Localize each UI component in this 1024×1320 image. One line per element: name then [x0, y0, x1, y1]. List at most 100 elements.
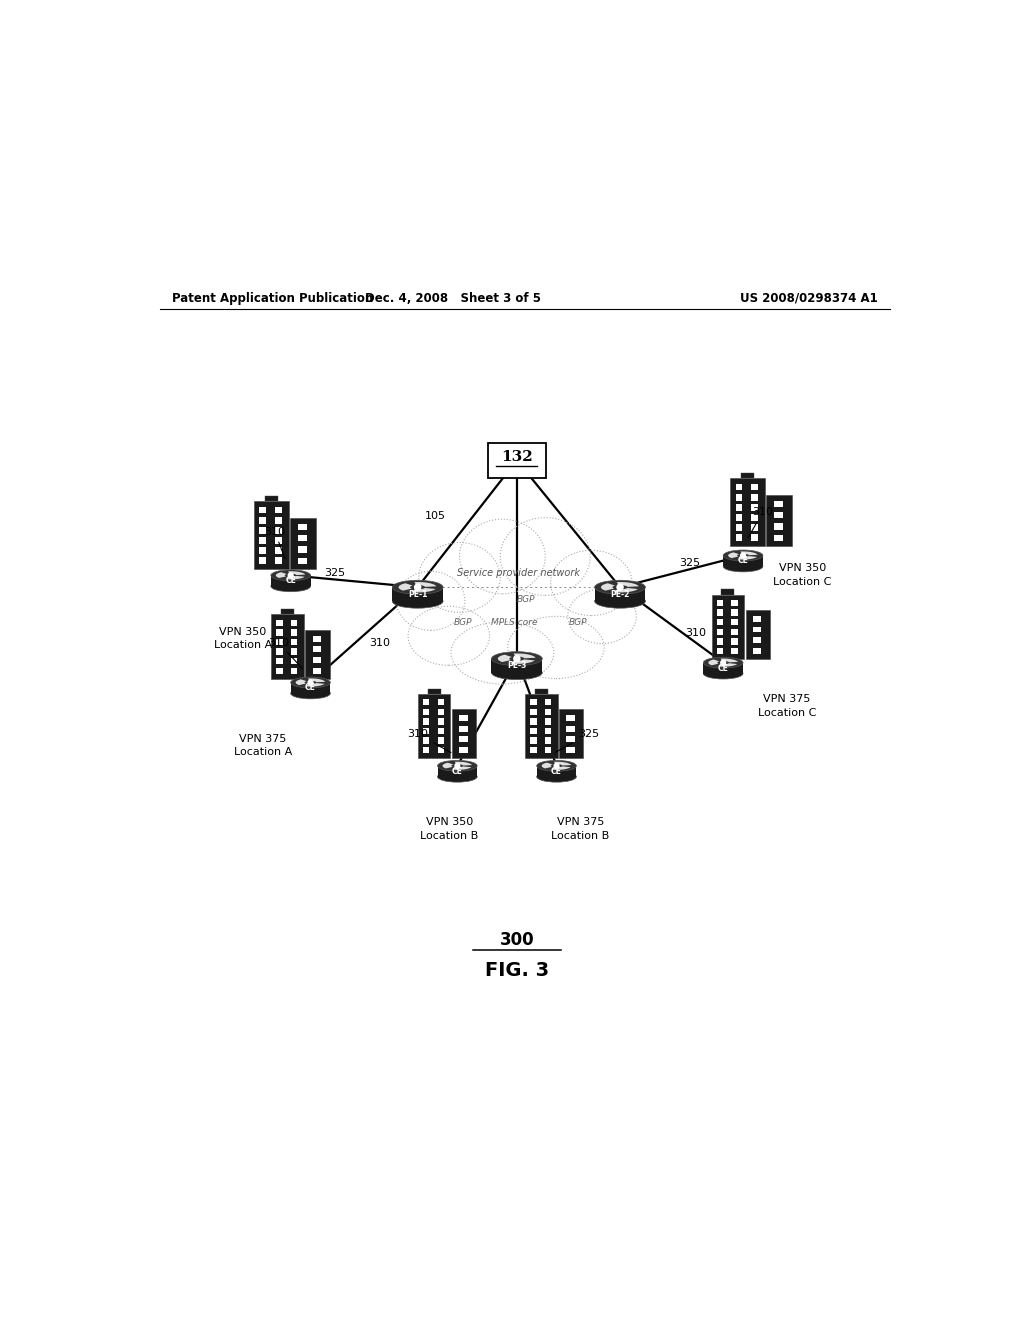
Bar — [717, 619, 723, 626]
Bar — [530, 738, 537, 743]
Bar — [530, 747, 537, 754]
Bar — [753, 627, 762, 632]
Bar — [535, 689, 548, 694]
Bar — [270, 576, 310, 586]
Bar — [492, 659, 543, 673]
Bar — [274, 548, 282, 554]
Bar — [717, 599, 723, 606]
Bar — [259, 507, 266, 513]
Bar — [291, 619, 297, 626]
Bar — [423, 738, 429, 743]
Bar — [276, 639, 283, 645]
Bar — [274, 516, 282, 524]
Bar — [525, 694, 558, 758]
Polygon shape — [296, 680, 307, 685]
Text: 310: 310 — [685, 628, 706, 638]
Text: VPN 375
Location A: VPN 375 Location A — [233, 734, 292, 758]
Text: CE: CE — [551, 767, 562, 776]
Bar — [530, 698, 537, 705]
Bar — [259, 537, 266, 544]
Bar — [545, 718, 551, 725]
Bar — [305, 630, 330, 678]
Ellipse shape — [451, 622, 554, 684]
Bar — [751, 483, 758, 490]
Bar — [259, 548, 266, 554]
Text: CE: CE — [286, 577, 296, 585]
Bar — [530, 727, 537, 734]
Text: US 2008/0298374 A1: US 2008/0298374 A1 — [740, 292, 878, 305]
Polygon shape — [453, 767, 471, 770]
Bar — [264, 496, 279, 502]
Text: 310: 310 — [408, 729, 451, 752]
Text: PE-3: PE-3 — [507, 661, 526, 671]
Bar — [271, 614, 304, 678]
Bar — [312, 647, 322, 652]
Polygon shape — [728, 552, 739, 558]
Bar — [722, 590, 734, 594]
Text: 132: 132 — [501, 450, 532, 465]
Bar — [460, 715, 468, 721]
Bar — [418, 694, 451, 758]
Circle shape — [415, 585, 421, 590]
Bar — [291, 682, 331, 693]
Bar — [751, 513, 758, 521]
Bar — [298, 557, 307, 564]
Ellipse shape — [492, 652, 543, 665]
Text: VPN 350
Location A: VPN 350 Location A — [214, 627, 272, 651]
Ellipse shape — [291, 677, 331, 688]
Polygon shape — [308, 678, 326, 682]
Bar — [291, 657, 297, 664]
Bar — [312, 657, 322, 663]
Ellipse shape — [419, 543, 501, 612]
Bar — [460, 747, 468, 752]
Ellipse shape — [392, 594, 443, 609]
Bar — [259, 557, 266, 564]
Polygon shape — [398, 583, 413, 590]
Ellipse shape — [437, 760, 477, 771]
Polygon shape — [288, 572, 305, 576]
Bar — [566, 715, 575, 721]
Bar — [460, 737, 468, 742]
Polygon shape — [554, 762, 571, 766]
Bar — [751, 494, 758, 500]
Bar — [452, 709, 476, 758]
Ellipse shape — [291, 688, 331, 698]
Bar — [717, 610, 723, 615]
Text: CE: CE — [305, 684, 316, 693]
Circle shape — [721, 660, 726, 665]
Text: BGP: BGP — [517, 595, 536, 605]
Polygon shape — [613, 587, 638, 593]
Text: Service provider network: Service provider network — [457, 568, 580, 578]
Text: PE-1: PE-1 — [408, 590, 427, 599]
Ellipse shape — [723, 561, 763, 572]
Ellipse shape — [460, 519, 545, 594]
Polygon shape — [601, 583, 615, 590]
Text: Dec. 4, 2008   Sheet 3 of 5: Dec. 4, 2008 Sheet 3 of 5 — [366, 292, 542, 305]
Bar — [312, 668, 322, 673]
Circle shape — [554, 763, 559, 768]
Ellipse shape — [270, 570, 310, 581]
Bar — [274, 527, 282, 533]
Text: BGP: BGP — [568, 618, 587, 627]
Bar — [566, 747, 575, 752]
Text: BGP: BGP — [454, 618, 472, 627]
Bar — [545, 709, 551, 715]
Bar — [753, 616, 762, 622]
Bar — [745, 610, 770, 659]
Bar — [774, 523, 783, 529]
Bar — [530, 709, 537, 715]
Bar — [276, 648, 283, 655]
Text: 310: 310 — [370, 638, 390, 648]
Polygon shape — [721, 659, 738, 663]
Bar — [437, 698, 444, 705]
Bar — [537, 766, 577, 776]
Bar — [423, 709, 429, 715]
Bar — [545, 738, 551, 743]
Ellipse shape — [551, 550, 632, 615]
Polygon shape — [498, 655, 512, 663]
Bar — [731, 610, 737, 615]
Text: Patent Application Publication: Patent Application Publication — [172, 292, 373, 305]
Ellipse shape — [508, 616, 604, 678]
Bar — [751, 504, 758, 511]
Text: 325: 325 — [679, 558, 700, 569]
